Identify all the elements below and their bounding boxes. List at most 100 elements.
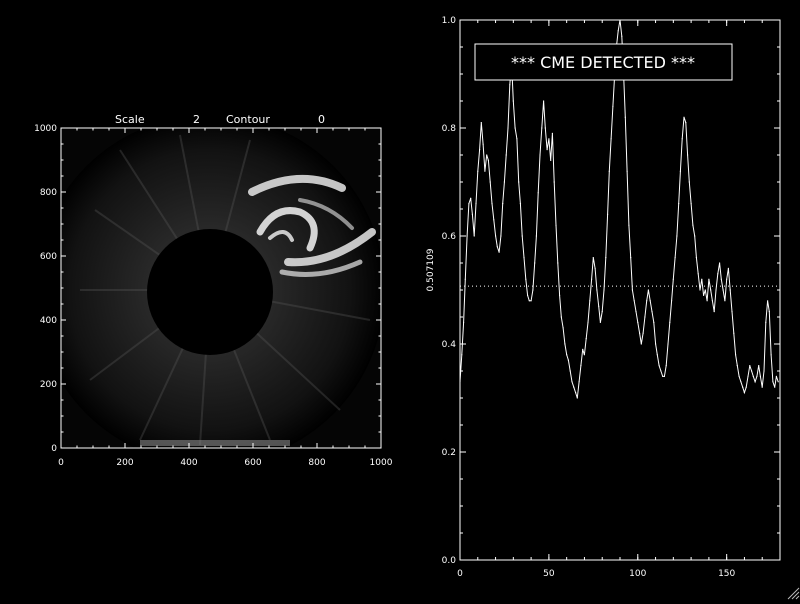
series-point [667,343,669,345]
series-point [722,289,724,291]
series-point [637,321,639,323]
series-point [692,224,694,226]
left-x-tick-label: 800 [308,458,325,468]
series-point [527,294,529,296]
resize-grip-icon[interactable] [784,584,800,600]
series-point [640,343,642,345]
series-point [745,386,747,388]
series-point [560,316,562,318]
series-point [679,170,682,172]
series-point [575,392,577,394]
series-point [512,100,514,102]
series-point [685,122,687,124]
series-point [770,354,772,356]
series-point [761,386,763,388]
series-point [724,300,726,302]
series-point [610,138,612,140]
series-point [546,149,548,151]
series-point [464,278,466,280]
series-point [660,370,662,372]
series-point [557,262,559,264]
series-point [596,289,598,291]
series-point [587,321,589,323]
series-point [471,213,473,215]
series-point [621,35,623,37]
series-point [687,154,689,156]
left-y-tick-label: 1000 [34,124,57,134]
series-point [727,267,730,269]
series-point [633,300,635,302]
series-point [674,257,676,259]
cme-annotation-box [474,43,733,81]
series-point [729,289,731,291]
series-point [559,294,561,296]
series-point [749,365,751,367]
series-point [747,375,749,377]
series-point [694,235,696,237]
series-point [555,224,557,226]
series-point [735,354,737,356]
series-point [672,278,674,280]
series-point [678,203,680,205]
series-point [701,278,703,280]
series-point [461,354,463,356]
y-axis-label: 0.507109 [426,248,436,291]
series-point [528,300,530,302]
series-point [491,203,493,205]
series-point [644,316,646,318]
series-point [487,159,489,161]
left-x-tick-label: 1000 [370,458,393,468]
y-tick-label: 0.0 [442,556,457,566]
series-point [662,375,664,377]
left-y-tick-label: 400 [40,316,57,326]
series-point [663,375,666,377]
series-point [774,386,776,388]
series-point [767,300,769,302]
series-point [646,300,648,302]
series-point [768,311,770,313]
series-point [507,127,509,129]
series-point [695,257,698,259]
left-y-tick-label: 200 [40,380,57,390]
series-point [484,170,486,172]
series-point [541,127,543,129]
series-point [690,203,692,205]
series-point [580,365,582,367]
series-point [548,138,550,140]
series-point [777,381,779,383]
series-point [703,294,705,296]
y-tick-label: 0.4 [442,340,457,350]
series-point [711,300,714,302]
series-point [594,267,596,269]
series-point [642,332,644,334]
series-point [505,154,507,156]
coronagraph-image [61,128,381,448]
series-point [475,203,477,205]
cme-bright-region [248,175,376,277]
series-point [463,321,465,323]
left-x-tick-label: 600 [244,458,261,468]
series-point [742,386,744,388]
scale-value: 2 [193,113,200,126]
series-point [516,138,518,140]
series-point [763,370,765,372]
series-line [460,20,779,399]
series-point [468,203,470,205]
series-point [525,278,527,280]
series-point [576,397,578,399]
series-point [706,300,708,302]
left-x-tick-label: 400 [180,458,197,468]
series-point [486,154,488,156]
series-point [736,365,738,367]
left-y-tick-label: 0 [51,444,57,454]
series-point [619,20,621,21]
series-point [740,381,742,383]
series-point [655,343,657,345]
series-point [688,181,690,183]
series-point [502,203,504,205]
series-point [477,170,479,172]
series-point [495,235,497,237]
cme-annotation-text: *** CME DETECTED *** [511,53,695,72]
series-point [617,30,619,32]
